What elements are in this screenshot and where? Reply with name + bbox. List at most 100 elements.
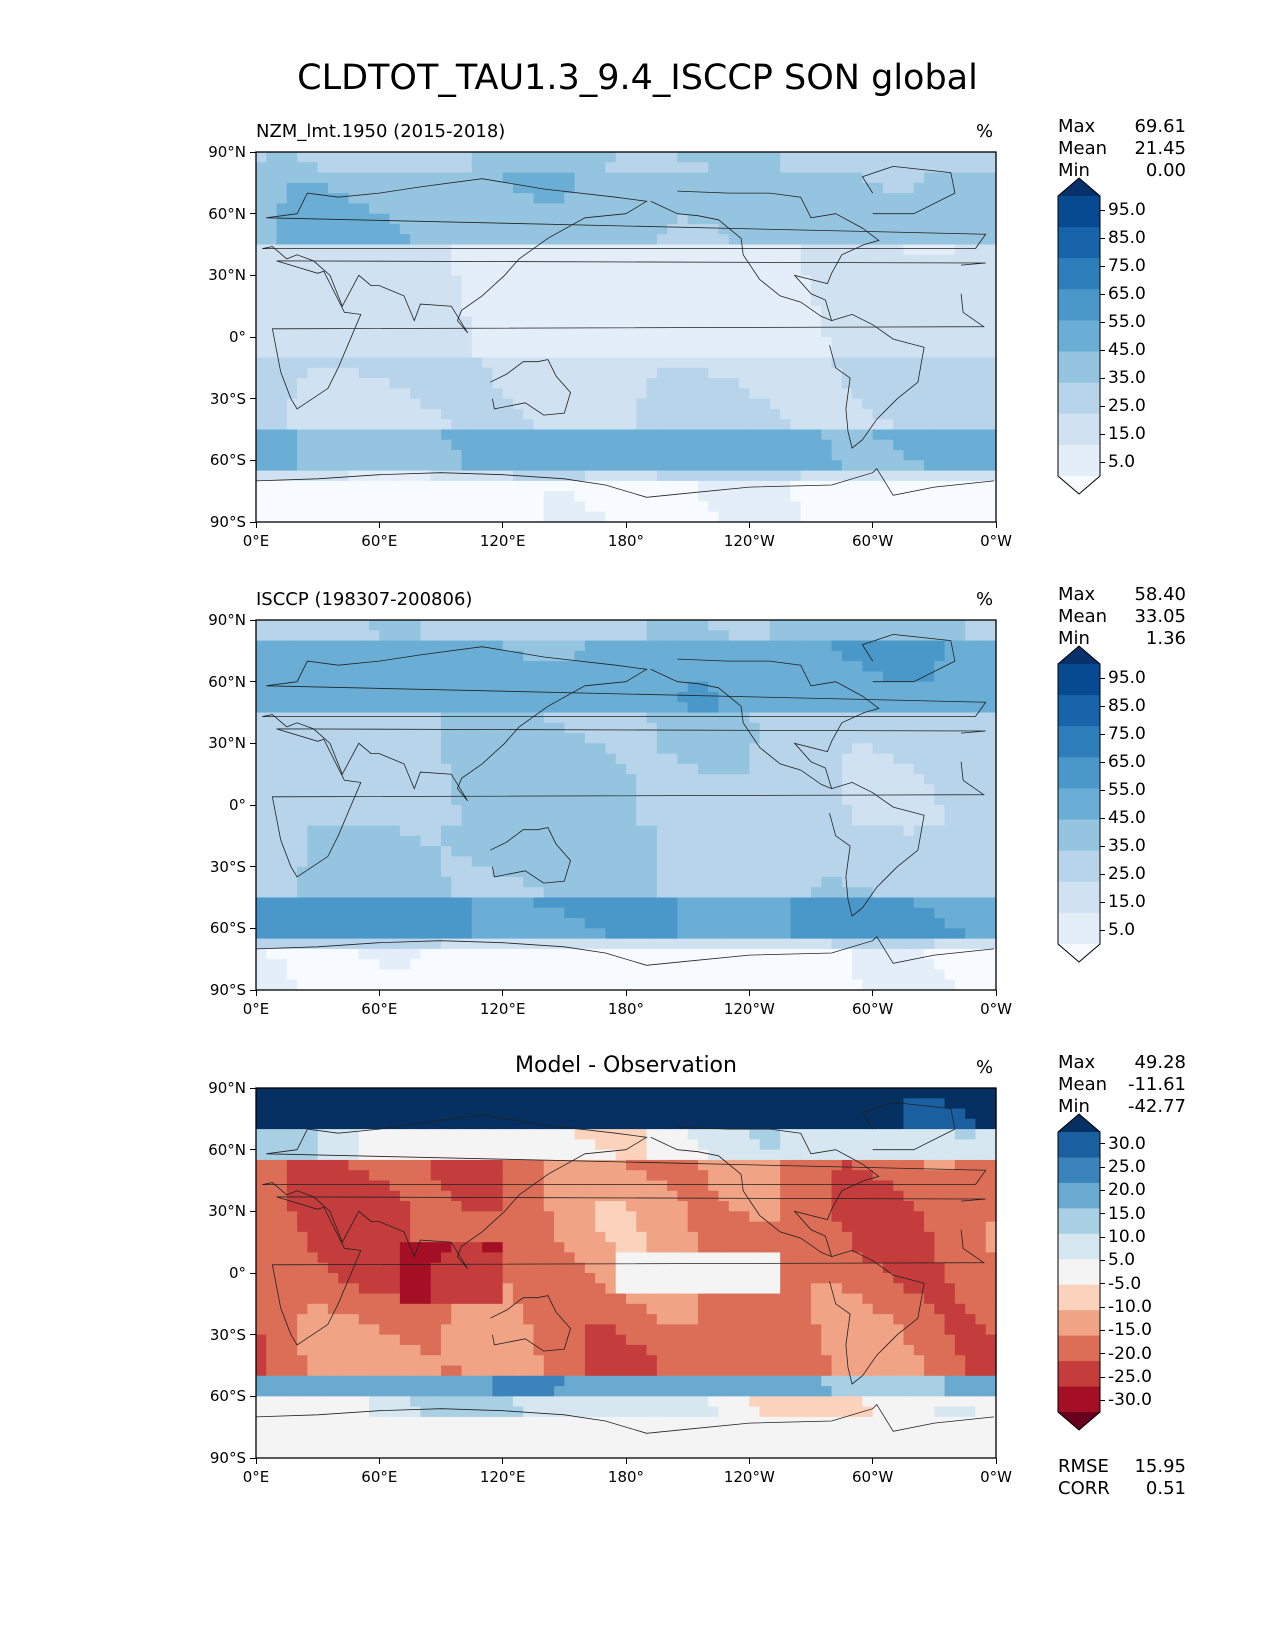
map-cell: [399, 182, 411, 194]
map-cell: [502, 480, 514, 492]
map-cell: [338, 876, 350, 888]
map-cell: [924, 887, 935, 899]
map-cell: [574, 213, 586, 225]
map-cell: [759, 275, 771, 287]
map-cell: [543, 193, 555, 204]
map-cell: [934, 887, 946, 899]
map-cell: [656, 316, 668, 328]
map-cell: [697, 203, 709, 215]
map-cell: [595, 620, 607, 631]
map-cell: [369, 244, 380, 256]
map-cell: [554, 620, 565, 631]
map-cell: [307, 203, 319, 215]
map-cell: [615, 254, 627, 266]
map-cell: [718, 203, 730, 215]
map-cell: [852, 938, 863, 950]
map-cell: [677, 162, 689, 174]
map-cell: [656, 938, 668, 950]
map-cell: [512, 275, 524, 287]
map-cell: [656, 470, 668, 482]
map-cell: [369, 846, 380, 857]
map-cell: [656, 337, 668, 348]
map-cell: [461, 876, 473, 888]
map-cell: [965, 907, 977, 919]
map-cell: [543, 815, 555, 827]
map-cell: [687, 743, 699, 755]
map-cell: [677, 501, 689, 513]
map-cell: [954, 450, 966, 461]
map-cell: [369, 450, 380, 461]
map-cell: [502, 897, 514, 909]
map-cell: [533, 460, 545, 472]
map-cell: [461, 743, 473, 755]
map-cell: [954, 223, 966, 235]
map-cell: [574, 470, 586, 482]
map-cell: [872, 357, 884, 369]
map-cell: [626, 702, 637, 714]
map-cell: [739, 907, 750, 919]
map-cell: [769, 805, 781, 816]
map-cell: [358, 835, 370, 847]
map-cell: [554, 223, 565, 235]
map-cell: [841, 620, 853, 631]
map-cell: [739, 326, 750, 338]
map-cell: [831, 419, 843, 431]
map-cell: [286, 388, 298, 400]
map-cell: [605, 938, 617, 950]
map-cell: [492, 650, 504, 662]
map-cell: [811, 918, 822, 929]
map-cell: [739, 784, 750, 796]
map-cell: [667, 193, 678, 204]
map-cell: [266, 511, 278, 523]
map-cell: [533, 244, 545, 256]
map-cell: [841, 398, 853, 410]
map-cell: [399, 743, 411, 755]
map-cell: [954, 295, 966, 307]
map-cell: [759, 285, 771, 297]
map-cell: [389, 733, 401, 744]
map-cell: [523, 378, 535, 389]
map-cell: [872, 203, 884, 215]
map-cell: [297, 337, 308, 348]
map-cell: [358, 223, 370, 235]
map-cell: [307, 182, 319, 194]
map-cell: [934, 928, 946, 940]
map-cell: [307, 928, 319, 940]
map-cell: [276, 265, 288, 276]
map-cell: [441, 630, 452, 642]
map-cell: [646, 784, 658, 796]
map-cell: [327, 661, 339, 672]
map-cell: [482, 928, 493, 940]
map-cell: [985, 712, 997, 724]
map-cell: [646, 630, 658, 642]
map-cell: [441, 326, 452, 338]
map-cell: [584, 316, 596, 328]
map-cell: [399, 491, 411, 503]
map-cell: [502, 866, 514, 878]
map-cell: [399, 439, 411, 451]
map-cell: [872, 162, 884, 174]
map-cell: [471, 193, 483, 204]
map-cell: [256, 907, 267, 919]
map-cell: [564, 470, 576, 482]
map-cell: [605, 722, 617, 734]
map-cell: [358, 722, 370, 734]
map-cell: [656, 275, 668, 287]
map-cell: [954, 907, 966, 919]
map-cell: [800, 681, 812, 693]
map-cell: [759, 357, 771, 369]
map-cell: [523, 763, 535, 775]
map-cell: [399, 172, 411, 184]
map-cell: [903, 856, 915, 868]
map-cell: [286, 835, 298, 847]
map-cell: [800, 702, 812, 714]
map-cell: [677, 835, 689, 847]
map-cell: [327, 172, 339, 184]
map-cell: [286, 753, 298, 765]
map-cell: [903, 722, 915, 734]
coastline: [262, 178, 987, 334]
map-cell: [708, 907, 720, 919]
map-cell: [492, 357, 504, 369]
map-cell: [800, 691, 812, 703]
map-cell: [543, 907, 555, 919]
